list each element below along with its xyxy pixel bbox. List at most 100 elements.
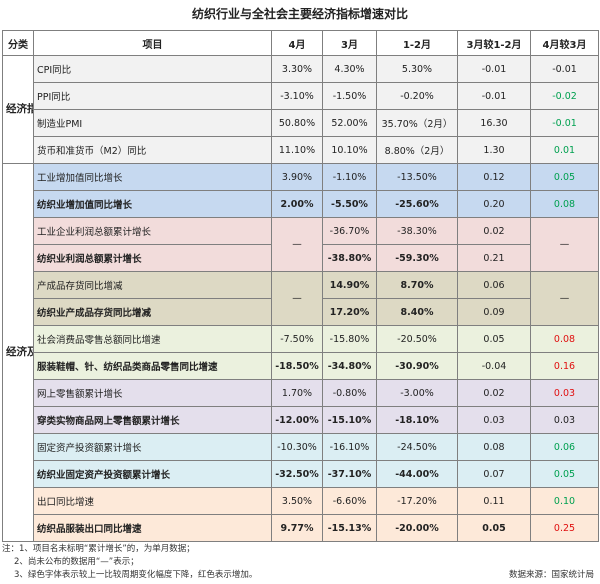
cell-d1: -0.01 [457, 82, 531, 110]
cell-d2: -0.02 [530, 82, 599, 110]
cell-mar: -0.80% [322, 379, 377, 407]
row-name: 工业增加值同比增长 [33, 163, 272, 191]
cell-apr: 2.00% [271, 190, 323, 218]
cell-janfeb: -17.20% [376, 487, 458, 515]
table-row: 固定资产投资额累计增长 -10.30% -16.10% -24.50% 0.08… [3, 433, 599, 461]
cell-d2: 0.10 [530, 487, 599, 515]
cell-apr: -3.10% [271, 82, 323, 110]
footnote-3: 3、绿色字体表示较上一比较周期变化幅度下降，红色表示增加。 [14, 570, 258, 580]
cell-apr: 9.77% [271, 514, 323, 542]
cell-d2: 0.03 [530, 406, 599, 434]
header-apr-vs-mar: 4月较3月 [530, 30, 599, 56]
cell-mar: -6.60% [322, 487, 377, 515]
cell-d1: 0.11 [457, 487, 531, 515]
cell-d1: 0.06 [457, 271, 531, 299]
category-industry: 经济及纺织行业指标 [2, 163, 34, 542]
row-name: CPI同比 [33, 55, 272, 83]
cell-janfeb: -44.00% [376, 460, 458, 488]
data-source: 数据来源：国家统计局 [508, 570, 594, 580]
cell-d1: 0.07 [457, 460, 531, 488]
cell-d2: 0.01 [530, 136, 599, 164]
cell-janfeb: -0.20% [376, 82, 458, 110]
cell-apr-dash: — [271, 271, 323, 326]
cell-apr: 1.70% [271, 379, 323, 407]
cell-apr: -7.50% [271, 325, 323, 353]
cell-d1: 0.21 [457, 244, 531, 272]
row-name: 网上零售额累计增长 [33, 379, 272, 407]
cell-apr: -32.50% [271, 460, 323, 488]
cell-mar: -1.50% [322, 82, 377, 110]
row-name: 穿类实物商品网上零售额累计增长 [33, 406, 272, 434]
cell-d1: 0.02 [457, 217, 531, 245]
row-name: 工业企业利润总额累计增长 [33, 217, 272, 245]
cell-janfeb: -59.30% [376, 244, 458, 272]
cell-apr: 50.80% [271, 109, 323, 137]
table-row: 产成品存货同比增减 — 14.90% 8.70% 0.06 — [3, 271, 599, 326]
cell-mar: 10.10% [322, 136, 377, 164]
cell-mar: 14.90% [322, 271, 377, 299]
footnote-2: 2、尚未公布的数据用“—”表示； [14, 557, 139, 567]
cell-d1: 16.30 [457, 109, 531, 137]
table-row: 制造业PMI 50.80% 52.00% 35.70%（2月） 16.30 -0… [3, 109, 599, 137]
row-name: 纺织业增加值同比增长 [33, 190, 272, 218]
header-row: 分类 项目 4月 3月 1-2月 3月较1-2月 4月较3月 [2, 30, 599, 56]
table-row: 纺织业产成品存货同比增减 17.20% 8.40% 0.09 [3, 298, 599, 326]
cell-d2: 0.03 [530, 379, 599, 407]
cell-janfeb: 5.30% [376, 55, 458, 83]
cell-janfeb: -24.50% [376, 433, 458, 461]
cell-d2: 0.08 [530, 325, 599, 353]
table-row: 经济及纺织行业指标 工业增加值同比增长 3.90% -1.10% -13.50%… [2, 163, 599, 542]
cell-mar: 17.20% [322, 298, 377, 326]
cell-d2: 0.25 [530, 514, 599, 542]
cell-d1: 1.30 [457, 136, 531, 164]
table-title: 纺织行业与全社会主要经济指标增速对比 [191, 7, 408, 21]
cell-mar: -16.10% [322, 433, 377, 461]
cell-janfeb: -25.60% [376, 190, 458, 218]
cell-janfeb: -18.10% [376, 406, 458, 434]
cell-d1: 0.09 [457, 298, 531, 326]
cell-d2: 0.08 [530, 190, 599, 218]
cell-d2-dash: — [530, 271, 599, 326]
cell-d1: 0.05 [457, 325, 531, 353]
cell-janfeb: -30.90% [376, 352, 458, 380]
table-row: 纺织品服装出口同比增速 9.77% -15.13% -20.00% 0.05 0… [3, 514, 599, 542]
row-name: 社会消费品零售总额同比增速 [33, 325, 272, 353]
table-row: 纺织业增加值同比增长 2.00% -5.50% -25.60% 0.20 0.0… [3, 190, 599, 218]
table-row: 经济指标 CPI同比 3.30% 4.30% 5.30% -0.01 -0.01 [2, 55, 599, 164]
cell-mar: -15.13% [322, 514, 377, 542]
row-name: 出口同比增速 [33, 487, 272, 515]
cell-d1: 0.03 [457, 406, 531, 434]
cell-d2: 0.05 [530, 163, 599, 191]
cell-apr: 3.90% [271, 163, 323, 191]
cell-janfeb: 35.70%（2月） [376, 109, 458, 137]
cell-janfeb: 8.80%（2月） [376, 136, 458, 164]
cell-d1: 0.12 [457, 163, 531, 191]
table-row: 出口同比增速 3.50% -6.60% -17.20% 0.11 0.10 [3, 487, 599, 515]
table-row: 穿类实物商品网上零售额累计增长 -12.00% -15.10% -18.10% … [3, 406, 599, 434]
cell-d1: -0.04 [457, 352, 531, 380]
cell-janfeb: 8.40% [376, 298, 458, 326]
cell-d2: -0.01 [530, 55, 599, 83]
cell-d1: 0.08 [457, 433, 531, 461]
row-name: 纺织业利润总额累计增长 [33, 244, 272, 272]
row-name: 货币和准货币（M2）同比 [33, 136, 272, 164]
cell-mar: -5.50% [322, 190, 377, 218]
cell-mar: -38.80% [322, 244, 377, 272]
table-row: PPI同比 -3.10% -1.50% -0.20% -0.01 -0.02 [3, 82, 599, 110]
cell-mar: -37.10% [322, 460, 377, 488]
cell-mar: -1.10% [322, 163, 377, 191]
cell-janfeb: -38.30% [376, 217, 458, 245]
cell-d2: 0.06 [530, 433, 599, 461]
category-economic: 经济指标 [2, 55, 34, 164]
cell-d2: -0.01 [530, 109, 599, 137]
cell-mar: -36.70% [322, 217, 377, 245]
cell-d1: 0.02 [457, 379, 531, 407]
header-item: 项目 [33, 30, 272, 56]
row-name: 服装鞋帽、针、纺织品类商品零售同比增速 [33, 352, 272, 380]
row-name: 纺织业固定资产投资额累计增长 [33, 460, 272, 488]
table-row: 纺织业利润总额累计增长 -38.80% -59.30% 0.21 [3, 244, 599, 272]
cell-d1: -0.01 [457, 55, 531, 83]
cell-janfeb: -20.00% [376, 514, 458, 542]
cell-apr: -12.00% [271, 406, 323, 434]
cell-d2: 0.05 [530, 460, 599, 488]
